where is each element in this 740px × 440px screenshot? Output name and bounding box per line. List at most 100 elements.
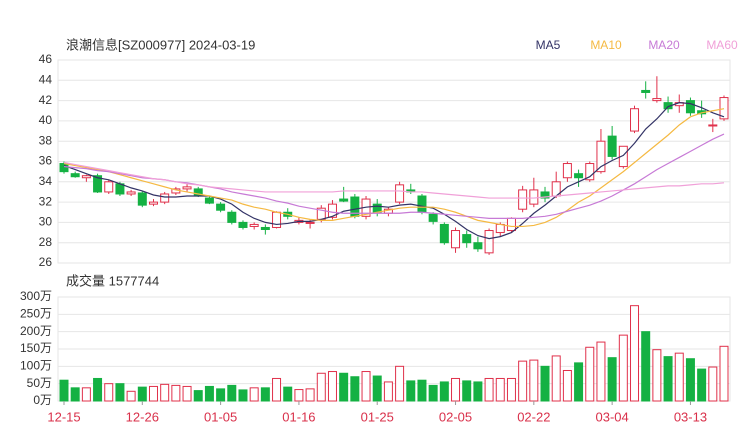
candle-body (272, 211, 282, 228)
y-tick-label: 26 (39, 255, 53, 269)
y-tick-label: 34 (39, 174, 53, 188)
x-tick-label: 01-25 (361, 409, 394, 424)
legend-label: MA5 (536, 38, 561, 52)
volume-bar (327, 371, 337, 402)
volume-bar (618, 334, 628, 402)
volume-bar (708, 366, 718, 402)
volume-bar (607, 357, 617, 402)
volume-bar (238, 389, 248, 402)
volume-bar (249, 387, 259, 402)
volume-bar (451, 377, 461, 402)
candle-body (607, 135, 617, 157)
y-tick-label: 42 (39, 93, 53, 107)
candle-body (126, 191, 136, 195)
volume-bar (272, 377, 282, 402)
candle-body (618, 145, 628, 168)
candle-body (305, 221, 315, 224)
candle-body (574, 173, 584, 179)
volume-bar (518, 360, 528, 402)
candle-body (327, 203, 337, 218)
volume-bar (316, 372, 326, 402)
candle-body (216, 203, 226, 211)
y-tick-label: 36 (39, 154, 53, 168)
ma-line (63, 102, 725, 240)
volume-bar (585, 346, 595, 402)
volume-bar (439, 381, 449, 402)
candle-body (641, 89, 651, 93)
x-tick-label: 02-22 (517, 409, 550, 424)
candle-body (506, 217, 516, 232)
candle-body (104, 181, 114, 193)
candle-body (395, 184, 405, 203)
y-tick-label: 40 (39, 113, 53, 127)
volume-bar (417, 379, 427, 402)
volume-bar (540, 365, 550, 402)
legend-label: MA10 (590, 38, 622, 52)
x-tick-label: 12-15 (47, 409, 80, 424)
chart-title: 浪潮信息[SZ000977] 2024-03-19 (66, 37, 255, 52)
y-tick-label: 300万 (20, 289, 52, 303)
candle-body (372, 203, 382, 213)
volume-bar (630, 305, 640, 402)
legend-label: MA20 (648, 38, 680, 52)
volume-title: 成交量 1577744 (66, 273, 159, 288)
x-tick-label: 03-13 (674, 409, 707, 424)
candle-body (495, 223, 505, 234)
volume-bar (484, 377, 494, 402)
candle-body (585, 163, 595, 181)
candle-body (451, 230, 461, 249)
y-tick-label: 28 (39, 235, 53, 249)
volume-bar (70, 387, 80, 402)
volume-bar (193, 390, 203, 402)
volume-bar (294, 389, 304, 402)
volume-bar (473, 381, 483, 402)
volume-bar (462, 380, 472, 402)
y-tick-label: 200万 (20, 324, 52, 338)
volume-bar (227, 384, 237, 402)
volume-bar (551, 355, 561, 402)
candle-body (417, 195, 427, 213)
x-tick-label: 02-05 (439, 409, 472, 424)
volume-bar (383, 381, 393, 402)
y-tick-label: 150万 (20, 341, 52, 355)
candle-body (227, 211, 237, 223)
candle-body (685, 100, 695, 114)
candle-body (652, 98, 662, 102)
volume-bar (115, 383, 125, 402)
volume-bar (719, 345, 729, 402)
candle-body (462, 234, 472, 244)
x-tick-label: 12-26 (126, 409, 159, 424)
x-tick-label: 03-04 (596, 409, 629, 424)
volume-bar (395, 365, 405, 402)
volume-bar (93, 377, 103, 402)
volume-bar (529, 359, 539, 402)
candle-body (93, 175, 103, 193)
candle-body (518, 189, 528, 210)
candle-body (148, 201, 158, 205)
volume-bar (137, 386, 147, 402)
volume-bar (260, 387, 270, 402)
candle-body (562, 163, 572, 179)
volume-bar (663, 356, 673, 402)
volume-bar (182, 385, 192, 402)
candle-body (59, 163, 69, 173)
candle-body (182, 186, 192, 190)
candle-body (81, 175, 91, 179)
volume-bar (372, 375, 382, 402)
y-tick-label: 100万 (20, 359, 52, 373)
volume-bar (104, 383, 114, 402)
volume-bar (574, 362, 584, 402)
volume-bar (652, 349, 662, 402)
candle-body (540, 191, 550, 199)
volume-bar (204, 385, 214, 402)
y-tick-label: 32 (39, 194, 53, 208)
volume-bar (171, 384, 181, 402)
candle-body (260, 226, 270, 231)
volume-bar (160, 383, 170, 402)
volume-bar (216, 388, 226, 402)
volume-bar (674, 352, 684, 402)
candle-body (484, 230, 494, 254)
volume-bar (428, 384, 438, 402)
candle-body (439, 223, 449, 244)
